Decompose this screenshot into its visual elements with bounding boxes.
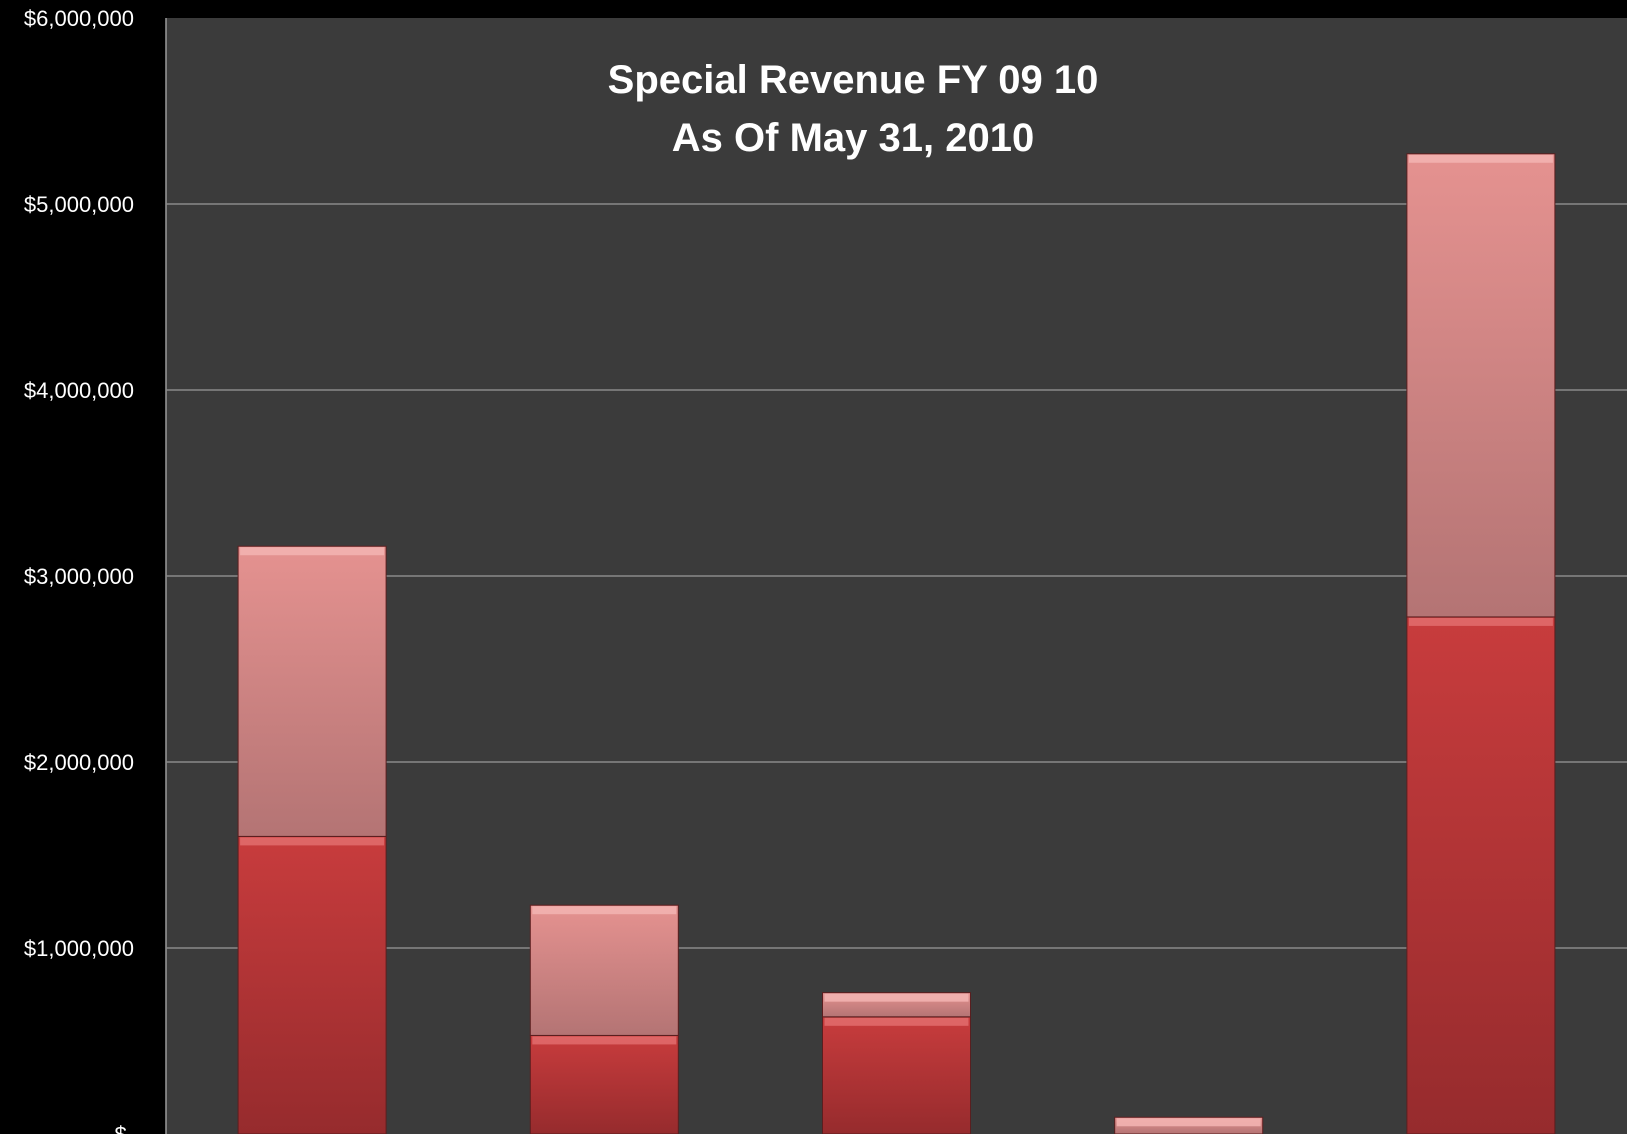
bar-segment-series-1 xyxy=(822,1016,971,1134)
bar-segment-series-1 xyxy=(237,835,387,1134)
bar-segment-highlight xyxy=(1408,154,1553,163)
bar-segment-highlight xyxy=(532,1036,677,1045)
gridlines xyxy=(166,203,1627,949)
bar-segment-series-2 xyxy=(529,904,679,1036)
y-tick-label: $5,000,000 xyxy=(24,192,134,217)
chart-title-line-2: As Of May 31, 2010 xyxy=(672,116,1034,160)
bar-segment-highlight xyxy=(532,906,677,915)
y-tick-label: $- xyxy=(114,1122,134,1134)
chart-title-line-1: Special Revenue FY 09 10 xyxy=(608,58,1099,102)
bar-segment-highlight xyxy=(1408,617,1553,626)
bar-segment-series-1 xyxy=(529,1034,679,1134)
bar-segment-highlight xyxy=(1116,1118,1261,1127)
y-tick-label: $4,000,000 xyxy=(24,378,134,403)
y-tick-labels: $- $1,000,000 $2,000,000 $3,000,000 $4,000,0… xyxy=(24,6,134,1134)
y-tick-label: $1,000,000 xyxy=(24,936,134,961)
bar-segment-highlight xyxy=(240,837,385,846)
bar-segment-highlight xyxy=(824,1017,969,1026)
y-tick-label: $3,000,000 xyxy=(24,564,134,589)
y-tick-label: $2,000,000 xyxy=(24,750,134,775)
bar-segment-series-2 xyxy=(1406,153,1556,618)
bar-segment-series-1 xyxy=(1406,616,1556,1134)
bar-segment-highlight xyxy=(240,547,385,556)
y-tick-label: $6,000,000 xyxy=(24,6,134,31)
bars xyxy=(237,153,1556,1134)
bar-segment-highlight xyxy=(824,993,969,1002)
bar-segment-series-2 xyxy=(237,545,387,837)
